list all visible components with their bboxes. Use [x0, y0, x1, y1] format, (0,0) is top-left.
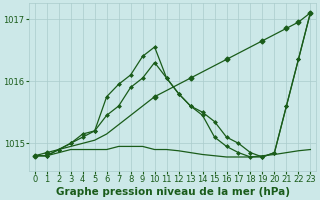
X-axis label: Graphe pression niveau de la mer (hPa): Graphe pression niveau de la mer (hPa) [56, 187, 290, 197]
